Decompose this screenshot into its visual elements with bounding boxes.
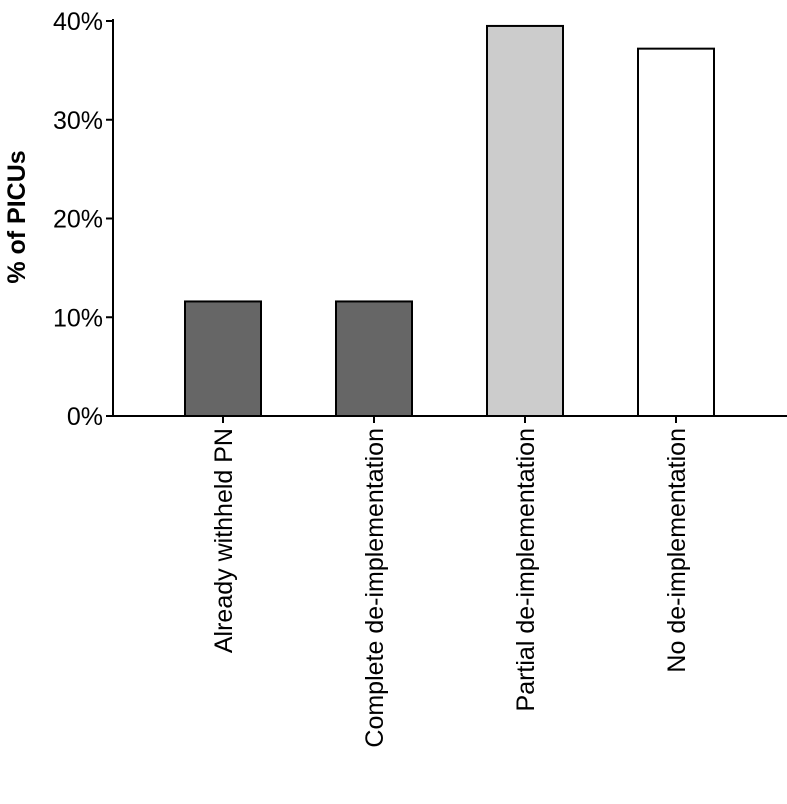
bar-partial-de-implementation — [486, 24, 564, 417]
y-tick-label: 20% — [53, 206, 103, 234]
y-tick-label: 30% — [53, 107, 103, 135]
y-tick-label: 10% — [53, 304, 103, 332]
axes — [106, 19, 787, 423]
x-category-label: Already withheld PN — [210, 428, 238, 653]
y-axis-title: % of PICUs — [3, 150, 31, 283]
y-tick-label: 40% — [53, 8, 103, 36]
x-category-label: Partial de-implementation — [512, 428, 540, 711]
x-category-label: Complete de-implementation — [361, 428, 389, 748]
x-category-label: No de-implementation — [663, 428, 691, 673]
bar-already-withheld-pn — [184, 300, 262, 418]
tick-labels: 0% 10% 20% 30% 40% Already withheld PN Complet… — [53, 8, 691, 748]
bar-no-de-implementation — [637, 47, 715, 418]
y-tick-label: 0% — [67, 403, 103, 431]
bar-complete-de-implementation — [335, 300, 413, 418]
bars — [184, 24, 715, 418]
